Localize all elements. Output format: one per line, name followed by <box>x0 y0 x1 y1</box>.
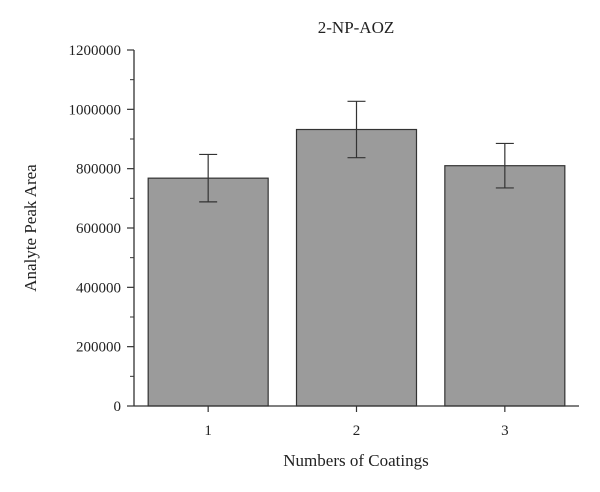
y-tick-label: 200000 <box>76 340 121 356</box>
bars-group <box>147 128 566 407</box>
plot-area: 020000040000060000080000010000001200000 … <box>69 43 579 439</box>
y-tick-label: 400000 <box>76 280 121 296</box>
y-axis-label: Analyte Peak Area <box>21 164 40 292</box>
x-axis-label: Numbers of Coatings <box>283 451 428 470</box>
y-tick-label: 1200000 <box>69 43 122 59</box>
bar-3 <box>444 165 566 407</box>
y-tick-label: 0 <box>114 399 122 415</box>
y-ticks-group: 0 200000 400000 600000 800000 1000000 1200000 <box>69 43 134 415</box>
x-ticks-group: 1 2 3 <box>204 406 509 439</box>
x-tick-label-3: 3 <box>501 423 509 439</box>
error-bar-1 <box>199 153 218 203</box>
x-tick-label-1: 1 <box>204 423 212 439</box>
bar-2 <box>295 128 418 407</box>
y-tick-label: 1000000 <box>69 102 122 118</box>
chart-title: 2-NP-AOZ <box>318 18 395 37</box>
x-tick-label-2: 2 <box>353 423 361 439</box>
bar-1 <box>147 177 269 407</box>
error-bar-3 <box>495 142 514 189</box>
y-tick-label: 600000 <box>76 221 121 237</box>
y-tick-label: 800000 <box>76 162 121 178</box>
error-bar-2 <box>347 100 366 159</box>
error-bars-group <box>199 100 514 203</box>
